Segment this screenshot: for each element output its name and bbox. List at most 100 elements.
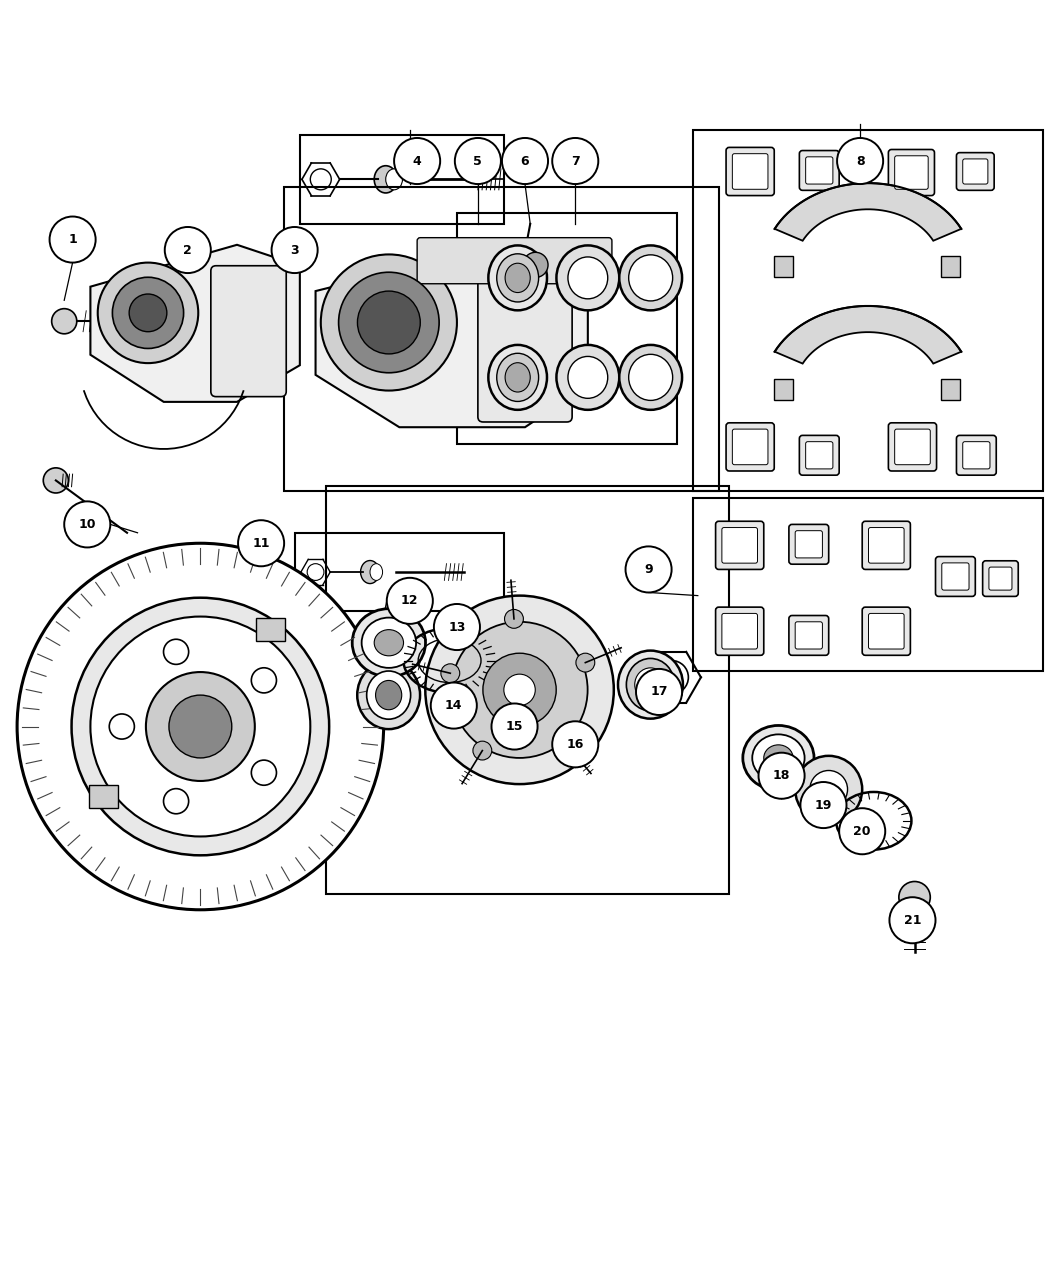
Circle shape: [64, 501, 110, 547]
FancyBboxPatch shape: [963, 159, 988, 184]
FancyBboxPatch shape: [936, 557, 975, 597]
FancyBboxPatch shape: [888, 149, 934, 195]
Ellipse shape: [568, 357, 608, 398]
Circle shape: [899, 881, 930, 913]
Text: 16: 16: [567, 738, 584, 751]
Circle shape: [472, 741, 491, 760]
Circle shape: [51, 309, 77, 334]
Ellipse shape: [361, 617, 416, 668]
Circle shape: [165, 227, 211, 273]
FancyBboxPatch shape: [868, 613, 904, 649]
Circle shape: [889, 898, 936, 944]
Circle shape: [98, 263, 198, 363]
FancyBboxPatch shape: [716, 521, 763, 570]
FancyBboxPatch shape: [726, 423, 774, 470]
Ellipse shape: [629, 255, 673, 301]
Circle shape: [425, 595, 614, 784]
Text: 14: 14: [445, 699, 463, 711]
Circle shape: [505, 609, 523, 629]
Ellipse shape: [497, 353, 539, 402]
FancyBboxPatch shape: [941, 379, 960, 400]
FancyBboxPatch shape: [805, 157, 833, 184]
Circle shape: [491, 704, 538, 750]
Text: 2: 2: [184, 244, 192, 256]
Circle shape: [636, 669, 682, 715]
Ellipse shape: [505, 263, 530, 292]
Circle shape: [164, 639, 189, 664]
Bar: [285, 187, 719, 491]
Text: 5: 5: [474, 154, 482, 167]
Ellipse shape: [618, 650, 682, 719]
Text: 20: 20: [854, 825, 870, 838]
Circle shape: [49, 217, 96, 263]
FancyBboxPatch shape: [799, 150, 839, 190]
Text: 15: 15: [506, 720, 523, 733]
Circle shape: [511, 260, 532, 282]
FancyBboxPatch shape: [732, 430, 768, 464]
FancyBboxPatch shape: [957, 435, 996, 476]
FancyBboxPatch shape: [963, 441, 990, 469]
Circle shape: [523, 252, 548, 278]
FancyBboxPatch shape: [983, 561, 1018, 597]
Text: 18: 18: [773, 769, 791, 783]
Circle shape: [357, 291, 420, 354]
Ellipse shape: [763, 745, 793, 771]
FancyBboxPatch shape: [941, 256, 960, 278]
FancyBboxPatch shape: [774, 256, 793, 278]
Circle shape: [837, 138, 883, 184]
Circle shape: [338, 273, 439, 372]
Circle shape: [17, 543, 383, 910]
Circle shape: [502, 138, 548, 184]
Circle shape: [795, 756, 862, 822]
Ellipse shape: [627, 658, 674, 710]
Ellipse shape: [366, 671, 411, 719]
FancyBboxPatch shape: [989, 567, 1012, 590]
Circle shape: [321, 255, 457, 390]
FancyBboxPatch shape: [726, 148, 774, 195]
Bar: [295, 533, 504, 611]
FancyBboxPatch shape: [722, 613, 757, 649]
Circle shape: [251, 668, 276, 692]
Circle shape: [164, 789, 189, 813]
Circle shape: [556, 734, 575, 754]
Text: 21: 21: [904, 914, 921, 927]
FancyBboxPatch shape: [722, 528, 757, 564]
FancyBboxPatch shape: [89, 785, 119, 808]
Text: 1: 1: [68, 233, 77, 246]
FancyBboxPatch shape: [716, 607, 763, 655]
FancyBboxPatch shape: [789, 616, 828, 655]
Circle shape: [109, 714, 134, 740]
Ellipse shape: [357, 660, 420, 729]
FancyBboxPatch shape: [732, 154, 768, 189]
Circle shape: [434, 604, 480, 650]
Ellipse shape: [742, 725, 814, 790]
FancyBboxPatch shape: [417, 237, 612, 284]
Circle shape: [90, 617, 311, 836]
Ellipse shape: [385, 168, 402, 190]
Text: 17: 17: [650, 686, 668, 699]
Bar: [327, 486, 729, 894]
Circle shape: [552, 722, 598, 768]
FancyBboxPatch shape: [957, 153, 994, 190]
Circle shape: [575, 653, 594, 672]
Circle shape: [112, 277, 184, 348]
Ellipse shape: [620, 245, 682, 310]
Bar: [300, 135, 504, 224]
Circle shape: [552, 138, 598, 184]
Ellipse shape: [370, 564, 382, 580]
FancyBboxPatch shape: [256, 618, 286, 641]
Circle shape: [43, 468, 68, 493]
Circle shape: [272, 227, 318, 273]
FancyBboxPatch shape: [862, 607, 910, 655]
Polygon shape: [775, 184, 961, 241]
FancyBboxPatch shape: [862, 521, 910, 570]
Ellipse shape: [352, 608, 425, 677]
FancyBboxPatch shape: [805, 441, 833, 469]
Circle shape: [839, 808, 885, 854]
Circle shape: [655, 660, 689, 694]
Circle shape: [800, 782, 846, 827]
Circle shape: [483, 653, 556, 727]
Bar: [457, 213, 677, 444]
Bar: [693, 130, 1044, 491]
Text: 13: 13: [448, 621, 465, 634]
